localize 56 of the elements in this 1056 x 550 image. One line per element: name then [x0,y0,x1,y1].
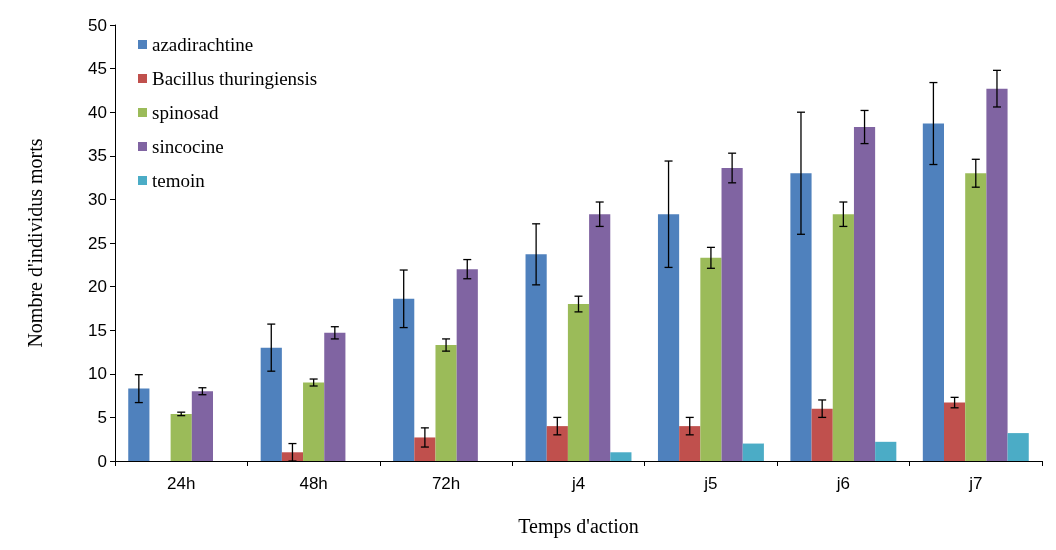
bar [456,269,478,461]
bar [811,408,833,461]
bar [191,391,213,461]
y-tick-label: 5 [97,407,107,427]
bar [610,452,632,461]
bar [525,254,547,461]
bar [721,168,743,461]
x-axis-title: Temps d'action [518,515,639,538]
x-tick-label: j6 [835,474,850,493]
bar [170,413,192,461]
x-tick-label: j5 [703,474,718,493]
bar [700,257,722,461]
x-tick-label: 24h [167,474,196,493]
y-tick-label: 10 [88,364,107,384]
legend-label: azadirachtine [152,34,254,55]
bar [435,345,457,461]
bar [1007,433,1029,461]
bar [657,214,680,461]
bar [414,437,436,461]
bar [546,426,568,461]
bar [790,173,812,461]
bar [853,127,876,461]
legend-label: sincocine [152,136,224,157]
bar [922,123,944,461]
bar [944,402,966,461]
bar [986,88,1008,461]
bar [324,332,346,461]
y-tick-label: 40 [88,102,107,122]
bar [393,298,415,461]
legend-label: spinosad [152,102,219,123]
y-tick-label: 45 [88,59,107,79]
bar [589,214,611,461]
bar [965,173,987,461]
x-tick-label: j4 [570,474,586,493]
y-tick-label: 0 [97,451,107,471]
legend-label: temoin [152,170,206,191]
bar [875,441,897,461]
y-axis-title: Nombre d'individus morts [24,138,46,348]
bar [303,382,325,461]
x-tick-label: j7 [968,474,983,493]
bar [281,452,304,461]
bar [742,443,764,461]
bar [128,388,150,461]
y-tick-label: 50 [88,15,107,35]
y-tick-label: 25 [88,233,107,253]
y-tick-label: 15 [88,320,107,340]
bar [832,214,854,461]
x-tick-label: 48h [299,474,328,493]
x-tick-label: 72h [431,474,461,493]
bar [679,426,701,461]
bar [567,304,590,461]
y-tick-label: 20 [88,277,107,297]
bar [260,347,282,461]
legend-label: Bacillus thuringiensis [152,68,318,89]
y-tick-label: 30 [88,189,107,209]
y-tick-label: 35 [88,146,107,166]
